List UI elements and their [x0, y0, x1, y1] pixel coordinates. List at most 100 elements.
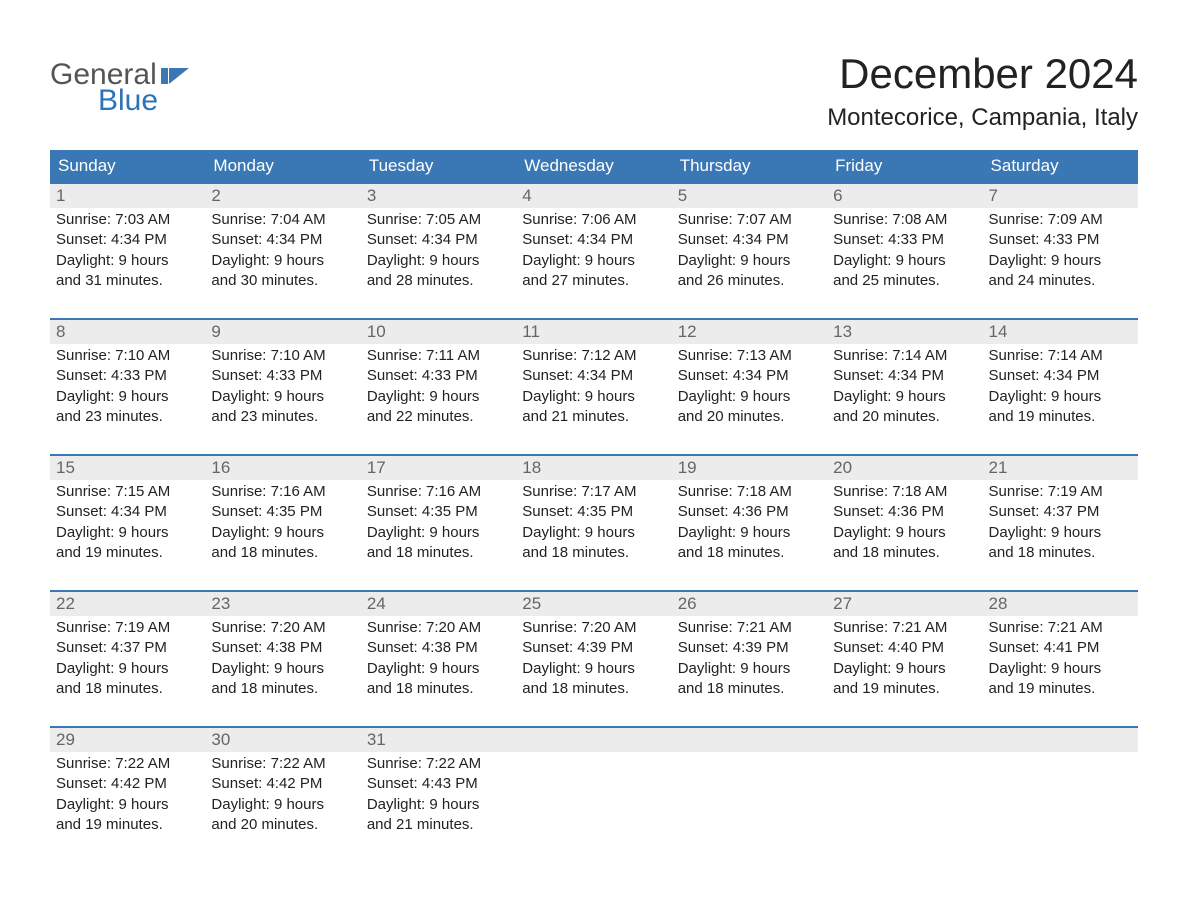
calendar-cell: 26Sunrise: 7:21 AMSunset: 4:39 PMDayligh… — [672, 592, 827, 704]
daylight-text-2: and 19 minutes. — [56, 543, 199, 563]
day-number: 8 — [50, 320, 205, 344]
day-number: 29 — [50, 728, 205, 752]
daylight-text-1: Daylight: 9 hours — [56, 659, 199, 679]
day-number: 26 — [672, 592, 827, 616]
calendar-cell: 17Sunrise: 7:16 AMSunset: 4:35 PMDayligh… — [361, 456, 516, 568]
daylight-text-1: Daylight: 9 hours — [56, 387, 199, 407]
calendar-cell: 31Sunrise: 7:22 AMSunset: 4:43 PMDayligh… — [361, 728, 516, 840]
day-details — [672, 752, 827, 832]
day-details: Sunrise: 7:14 AMSunset: 4:34 PMDaylight:… — [827, 344, 982, 429]
day-details: Sunrise: 7:21 AMSunset: 4:41 PMDaylight:… — [983, 616, 1138, 701]
calendar-cell: 13Sunrise: 7:14 AMSunset: 4:34 PMDayligh… — [827, 320, 982, 432]
location-subtitle: Montecorice, Campania, Italy — [827, 104, 1138, 132]
daylight-text-2: and 18 minutes. — [522, 543, 665, 563]
calendar-cell: 8Sunrise: 7:10 AMSunset: 4:33 PMDaylight… — [50, 320, 205, 432]
title-block: December 2024 Montecorice, Campania, Ita… — [827, 50, 1138, 132]
daylight-text-2: and 18 minutes. — [522, 679, 665, 699]
day-details: Sunrise: 7:21 AMSunset: 4:40 PMDaylight:… — [827, 616, 982, 701]
daylight-text-1: Daylight: 9 hours — [56, 251, 199, 271]
logo-flag-icon — [161, 62, 191, 89]
day-details: Sunrise: 7:22 AMSunset: 4:43 PMDaylight:… — [361, 752, 516, 837]
sunrise-text: Sunrise: 7:20 AM — [211, 618, 354, 638]
sunset-text: Sunset: 4:38 PM — [367, 638, 510, 658]
day-details: Sunrise: 7:05 AMSunset: 4:34 PMDaylight:… — [361, 208, 516, 293]
calendar-cell: 12Sunrise: 7:13 AMSunset: 4:34 PMDayligh… — [672, 320, 827, 432]
sunset-text: Sunset: 4:34 PM — [56, 230, 199, 250]
weekday-header: Wednesday — [516, 150, 671, 182]
daylight-text-2: and 23 minutes. — [211, 407, 354, 427]
sunset-text: Sunset: 4:41 PM — [989, 638, 1132, 658]
daylight-text-1: Daylight: 9 hours — [211, 795, 354, 815]
daylight-text-1: Daylight: 9 hours — [678, 387, 821, 407]
calendar-week: 22Sunrise: 7:19 AMSunset: 4:37 PMDayligh… — [50, 590, 1138, 704]
daylight-text-1: Daylight: 9 hours — [522, 523, 665, 543]
day-details: Sunrise: 7:17 AMSunset: 4:35 PMDaylight:… — [516, 480, 671, 565]
day-number: 1 — [50, 184, 205, 208]
calendar-cell: 14Sunrise: 7:14 AMSunset: 4:34 PMDayligh… — [983, 320, 1138, 432]
calendar-cell-blank — [672, 728, 827, 840]
logo-text-blue: Blue — [98, 84, 158, 118]
day-number: 13 — [827, 320, 982, 344]
daylight-text-1: Daylight: 9 hours — [678, 523, 821, 543]
sunrise-text: Sunrise: 7:22 AM — [211, 754, 354, 774]
daylight-text-2: and 27 minutes. — [522, 271, 665, 291]
calendar-cell: 11Sunrise: 7:12 AMSunset: 4:34 PMDayligh… — [516, 320, 671, 432]
calendar-cell: 30Sunrise: 7:22 AMSunset: 4:42 PMDayligh… — [205, 728, 360, 840]
calendar-cell: 28Sunrise: 7:21 AMSunset: 4:41 PMDayligh… — [983, 592, 1138, 704]
daylight-text-2: and 30 minutes. — [211, 271, 354, 291]
calendar-cell: 15Sunrise: 7:15 AMSunset: 4:34 PMDayligh… — [50, 456, 205, 568]
daylight-text-1: Daylight: 9 hours — [211, 523, 354, 543]
sunset-text: Sunset: 4:35 PM — [211, 502, 354, 522]
sunrise-text: Sunrise: 7:14 AM — [833, 346, 976, 366]
day-number: 5 — [672, 184, 827, 208]
day-number: 7 — [983, 184, 1138, 208]
calendar-cell: 22Sunrise: 7:19 AMSunset: 4:37 PMDayligh… — [50, 592, 205, 704]
day-number: 27 — [827, 592, 982, 616]
sunset-text: Sunset: 4:39 PM — [522, 638, 665, 658]
calendar-cell: 10Sunrise: 7:11 AMSunset: 4:33 PMDayligh… — [361, 320, 516, 432]
sunrise-text: Sunrise: 7:09 AM — [989, 210, 1132, 230]
day-details: Sunrise: 7:11 AMSunset: 4:33 PMDaylight:… — [361, 344, 516, 429]
day-number: 21 — [983, 456, 1138, 480]
calendar-cell: 18Sunrise: 7:17 AMSunset: 4:35 PMDayligh… — [516, 456, 671, 568]
daylight-text-1: Daylight: 9 hours — [522, 251, 665, 271]
calendar-cell-blank — [983, 728, 1138, 840]
daylight-text-2: and 31 minutes. — [56, 271, 199, 291]
calendar-cell: 23Sunrise: 7:20 AMSunset: 4:38 PMDayligh… — [205, 592, 360, 704]
day-number: 10 — [361, 320, 516, 344]
sunrise-text: Sunrise: 7:22 AM — [367, 754, 510, 774]
daylight-text-1: Daylight: 9 hours — [678, 251, 821, 271]
day-details: Sunrise: 7:06 AMSunset: 4:34 PMDaylight:… — [516, 208, 671, 293]
day-details: Sunrise: 7:19 AMSunset: 4:37 PMDaylight:… — [50, 616, 205, 701]
calendar-cell: 20Sunrise: 7:18 AMSunset: 4:36 PMDayligh… — [827, 456, 982, 568]
daylight-text-2: and 23 minutes. — [56, 407, 199, 427]
calendar-cell: 16Sunrise: 7:16 AMSunset: 4:35 PMDayligh… — [205, 456, 360, 568]
sunrise-text: Sunrise: 7:21 AM — [678, 618, 821, 638]
weekday-header: Sunday — [50, 150, 205, 182]
calendar-cell: 7Sunrise: 7:09 AMSunset: 4:33 PMDaylight… — [983, 184, 1138, 296]
sunset-text: Sunset: 4:33 PM — [56, 366, 199, 386]
calendar-cell: 1Sunrise: 7:03 AMSunset: 4:34 PMDaylight… — [50, 184, 205, 296]
sunrise-text: Sunrise: 7:13 AM — [678, 346, 821, 366]
day-number: 2 — [205, 184, 360, 208]
sunrise-text: Sunrise: 7:06 AM — [522, 210, 665, 230]
day-details: Sunrise: 7:08 AMSunset: 4:33 PMDaylight:… — [827, 208, 982, 293]
calendar-week: 1Sunrise: 7:03 AMSunset: 4:34 PMDaylight… — [50, 182, 1138, 296]
daylight-text-2: and 20 minutes. — [833, 407, 976, 427]
sunrise-text: Sunrise: 7:19 AM — [56, 618, 199, 638]
day-details: Sunrise: 7:16 AMSunset: 4:35 PMDaylight:… — [361, 480, 516, 565]
day-number: 30 — [205, 728, 360, 752]
daylight-text-1: Daylight: 9 hours — [833, 387, 976, 407]
sunset-text: Sunset: 4:40 PM — [833, 638, 976, 658]
daylight-text-1: Daylight: 9 hours — [989, 251, 1132, 271]
day-details — [983, 752, 1138, 832]
daylight-text-2: and 19 minutes. — [833, 679, 976, 699]
sunrise-text: Sunrise: 7:20 AM — [367, 618, 510, 638]
day-details: Sunrise: 7:20 AMSunset: 4:39 PMDaylight:… — [516, 616, 671, 701]
daylight-text-2: and 19 minutes. — [989, 679, 1132, 699]
sunset-text: Sunset: 4:33 PM — [211, 366, 354, 386]
sunset-text: Sunset: 4:37 PM — [56, 638, 199, 658]
daylight-text-2: and 18 minutes. — [678, 543, 821, 563]
daylight-text-2: and 18 minutes. — [56, 679, 199, 699]
day-number — [827, 728, 982, 752]
